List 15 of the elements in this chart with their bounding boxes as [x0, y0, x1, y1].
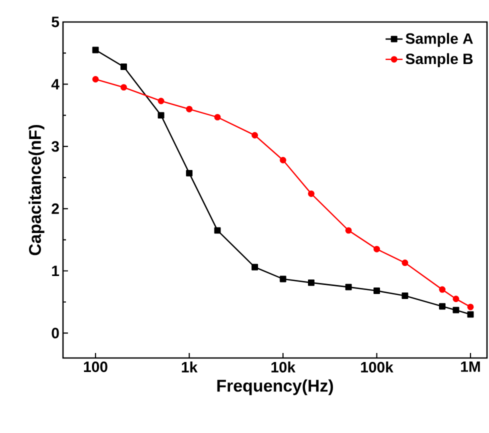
legend-label: Sample A — [406, 32, 473, 47]
x-tick-label: 10k — [271, 362, 296, 372]
x-tick-label: 1k — [182, 362, 198, 372]
x-tick-label: 100 — [84, 362, 108, 372]
y-tick-label: 2 — [52, 203, 59, 214]
x-tick-label: 100k — [361, 362, 394, 372]
y-tick-label: 3 — [52, 141, 59, 152]
legend-label: Sample B — [406, 53, 473, 68]
y-tick-label: 0 — [52, 328, 59, 338]
x-tick-label: 1M — [461, 362, 480, 372]
x-axis-title: Frequency(Hz) — [217, 379, 333, 396]
y-axis-title: Capacitance(nF) — [28, 124, 44, 256]
y-tick-label: 1 — [52, 266, 60, 276]
y-tick-label: 5 — [52, 16, 60, 28]
y-tick-label: 4 — [51, 79, 60, 90]
